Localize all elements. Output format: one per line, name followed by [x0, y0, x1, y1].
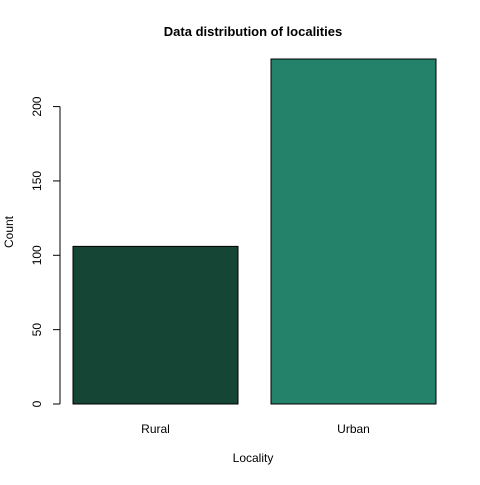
x-tick-label-rural: Rural [141, 422, 170, 436]
y-tick-label: 200 [30, 96, 44, 116]
bar-urban [270, 58, 437, 405]
x-tick-label-urban: Urban [337, 422, 370, 436]
y-axis-label: Count [2, 215, 16, 248]
x-axis-label: Locality [233, 451, 274, 465]
y-tick-label: 100 [30, 245, 44, 265]
x-tick-labels: Rural Urban [141, 422, 370, 436]
y-axis: 0 50 100 150 200 [30, 96, 61, 407]
bars-group [72, 58, 437, 405]
y-tick-label: 0 [30, 400, 44, 407]
y-tick-label: 50 [30, 323, 44, 337]
chart-title: Data distribution of localities [164, 24, 342, 39]
bar-rural [72, 245, 239, 405]
y-tick-label: 150 [30, 171, 44, 191]
